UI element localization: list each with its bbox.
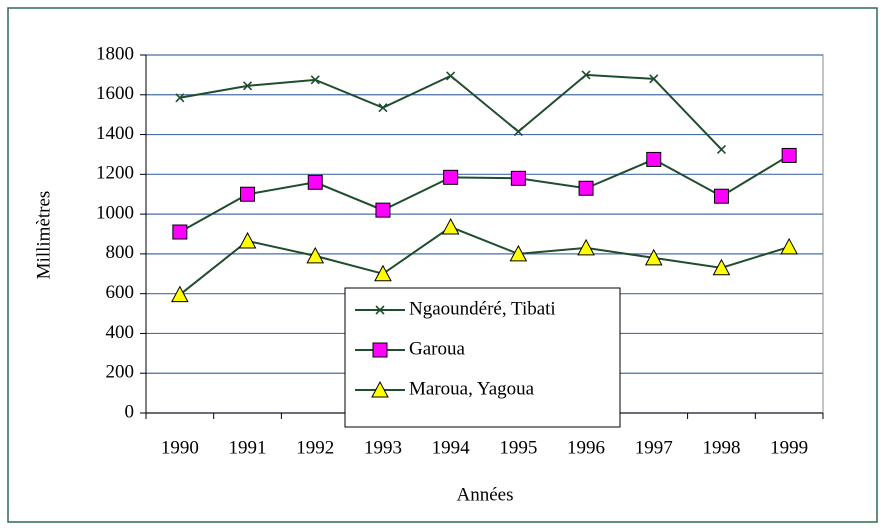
x-tick-label: 1994 xyxy=(432,437,471,458)
y-tick-label: 600 xyxy=(106,282,135,303)
marker xyxy=(175,93,185,103)
marker xyxy=(649,74,659,84)
x-tick-label: 1990 xyxy=(161,437,199,458)
marker xyxy=(240,186,256,202)
y-tick-label: 0 xyxy=(125,401,135,422)
x-tick-label: 1999 xyxy=(770,437,808,458)
y-tick-label: 200 xyxy=(106,362,135,383)
marker xyxy=(644,248,663,266)
legend-label: Ngaoundéré, Tibati xyxy=(409,298,556,319)
legend-box xyxy=(344,287,621,428)
x-tick-label: 1993 xyxy=(364,437,402,458)
y-tick-label: 1600 xyxy=(96,83,134,104)
marker xyxy=(713,188,729,204)
marker xyxy=(306,246,325,264)
marker xyxy=(578,180,594,196)
x-tick-label: 1998 xyxy=(702,437,740,458)
marker xyxy=(716,144,727,155)
marker xyxy=(441,217,460,235)
legend-label: Garoua xyxy=(409,338,465,359)
marker xyxy=(374,264,392,282)
marker xyxy=(172,224,188,240)
legend-marker xyxy=(372,342,388,358)
marker xyxy=(509,244,528,262)
x-tick-label: 1995 xyxy=(499,437,537,458)
marker xyxy=(513,127,523,137)
x-tick-label: 1991 xyxy=(229,437,267,458)
y-tick-label: 1400 xyxy=(96,123,134,144)
legend-marker xyxy=(371,380,389,398)
y-tick-label: 1200 xyxy=(96,163,134,184)
marker xyxy=(446,71,456,81)
marker xyxy=(375,202,391,218)
legend-marker xyxy=(375,305,385,315)
y-tick-label: 1800 xyxy=(96,43,134,64)
marker xyxy=(310,75,320,85)
marker xyxy=(307,174,323,190)
series-line xyxy=(179,154,790,233)
marker xyxy=(781,147,797,163)
marker xyxy=(171,285,189,303)
y-tick-label: 800 xyxy=(106,242,135,263)
series-line xyxy=(179,225,790,296)
marker xyxy=(443,169,459,185)
x-axis-label: Années xyxy=(457,484,514,505)
marker xyxy=(378,103,388,113)
marker xyxy=(581,70,591,80)
marker xyxy=(577,238,595,256)
marker xyxy=(510,170,526,186)
y-tick-label: 400 xyxy=(106,322,135,343)
marker xyxy=(712,258,731,276)
legend-label: Maroua, Yagoua xyxy=(409,378,535,399)
x-tick-label: 1997 xyxy=(635,437,673,458)
marker xyxy=(780,237,798,255)
y-tick-label: 1000 xyxy=(96,202,134,223)
x-tick-label: 1996 xyxy=(567,437,605,458)
marker xyxy=(238,231,257,249)
marker xyxy=(242,81,253,91)
marker xyxy=(646,151,662,167)
x-tick-label: 1992 xyxy=(296,437,334,458)
y-axis-label: Millimètres xyxy=(33,191,54,280)
